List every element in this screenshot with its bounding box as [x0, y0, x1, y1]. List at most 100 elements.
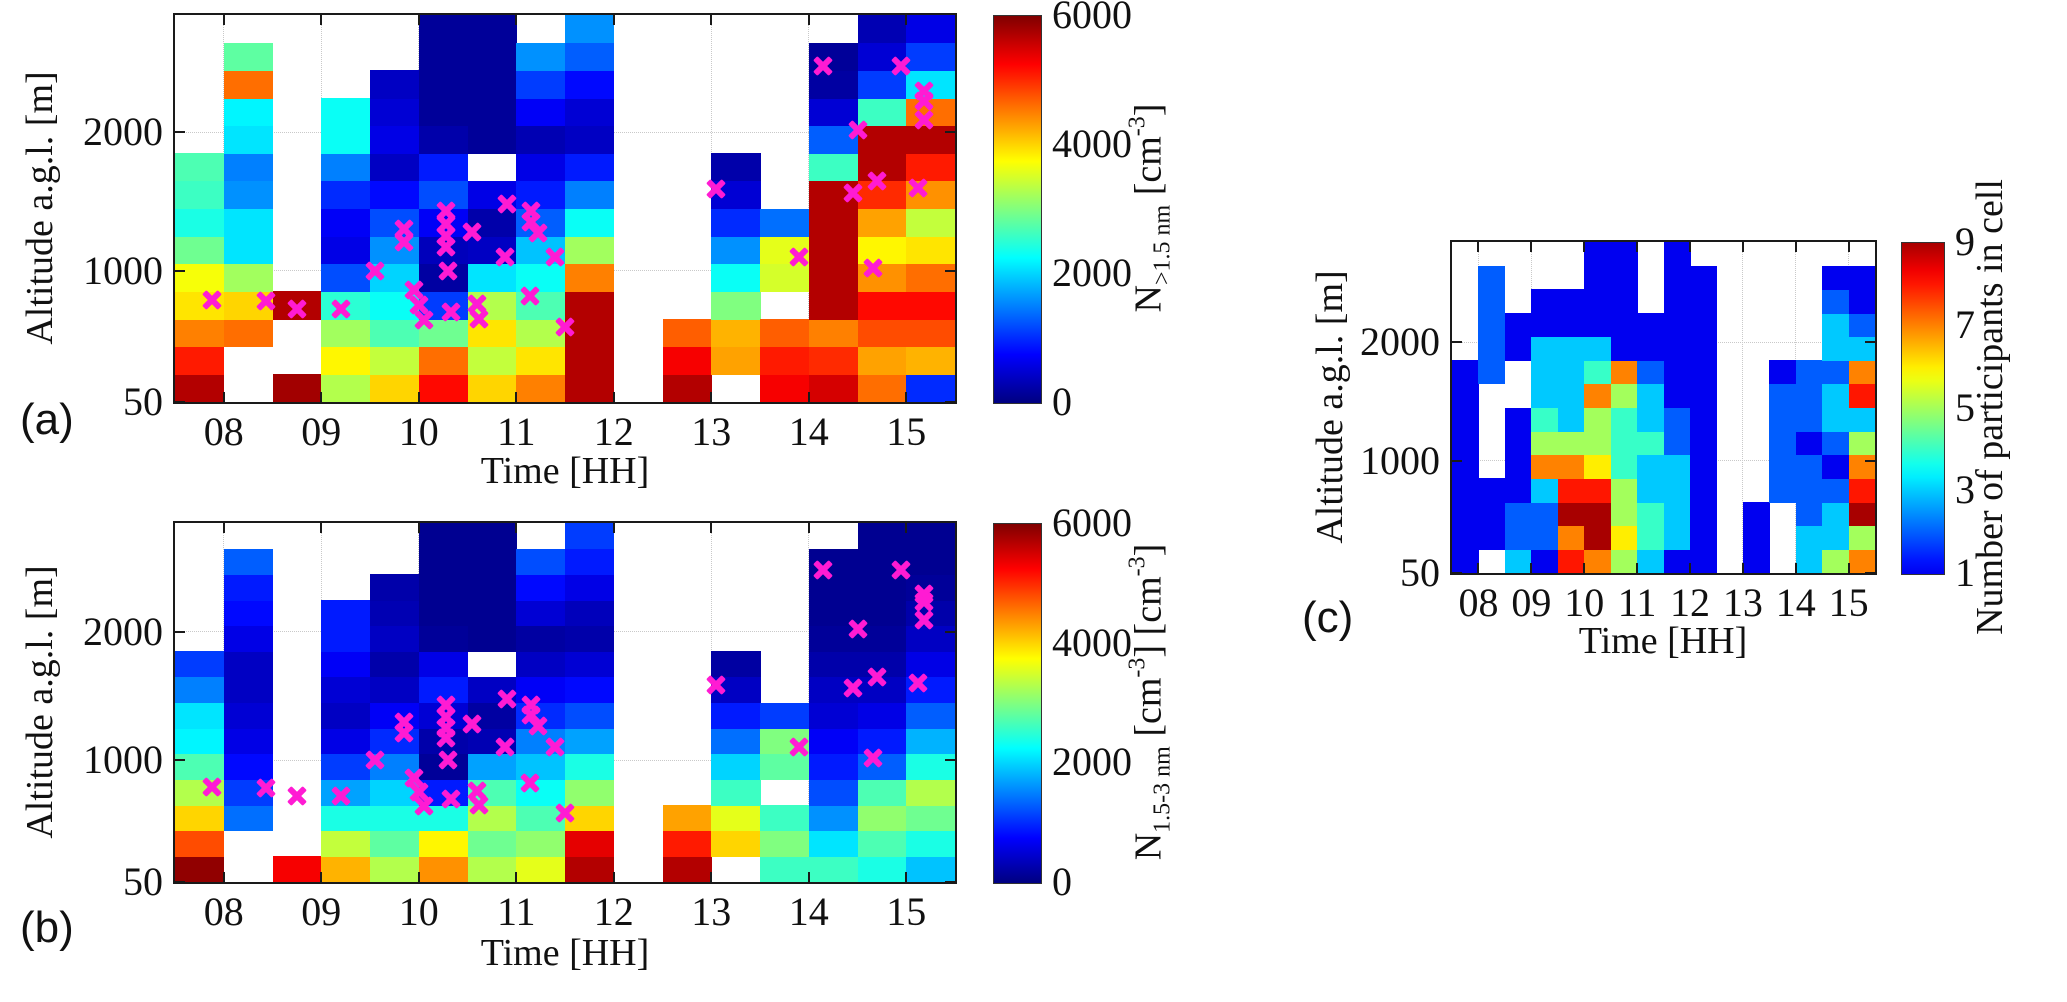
heatmap-cell [1584, 336, 1612, 361]
heatmap-cell [565, 753, 615, 781]
heatmap-cell [1689, 265, 1717, 290]
heatmap-cell [1531, 454, 1559, 480]
heatmap-cell [467, 599, 517, 627]
heatmap-cell [321, 374, 371, 403]
heatmap-cell [223, 651, 274, 678]
magenta-cross-marker [842, 677, 864, 699]
x-axis-tick [320, 523, 323, 533]
heatmap-cell [1795, 502, 1823, 527]
heatmap-cell [467, 263, 517, 293]
heatmap-cell [808, 702, 859, 729]
colorbar-label-segment: [cm [1127, 136, 1170, 205]
heatmap-cell [565, 346, 615, 375]
magenta-cross-marker [468, 794, 490, 816]
magenta-cross-marker [705, 178, 727, 200]
heatmap-cell [1531, 289, 1559, 314]
y-axis-tick [1452, 459, 1462, 462]
heatmap-cell [1637, 336, 1665, 361]
heatmap-cell [467, 15, 517, 44]
heatmap-cell [1452, 478, 1480, 503]
heatmap-cell [711, 319, 761, 348]
heatmap-cell [760, 208, 810, 237]
magenta-cross-marker [286, 785, 308, 807]
heatmap-cell [1610, 525, 1638, 550]
heatmap-cell [906, 374, 956, 403]
heatmap-cell [711, 753, 761, 781]
heatmap-cell [1822, 383, 1850, 409]
heatmap-cell [1822, 289, 1850, 314]
heatmap-cell [223, 574, 274, 601]
heatmap-cell [760, 702, 810, 729]
heatmap-cell [1637, 525, 1665, 550]
heatmap-cell [760, 805, 810, 832]
x-axis-tick [1688, 242, 1691, 252]
heatmap-cell [1504, 431, 1532, 456]
heatmap-cell [1822, 336, 1850, 361]
x-axis-tick [515, 392, 518, 402]
colorbar-label-segment: >1.5 nm [1149, 204, 1176, 285]
y-axis-tick [175, 269, 185, 272]
heatmap-cell [467, 523, 517, 550]
heatmap-cell [1822, 525, 1850, 550]
heatmap-cell [321, 856, 371, 883]
heatmap-cell [565, 728, 615, 755]
heatmap-cell [1531, 407, 1559, 432]
heatmap-cell [808, 374, 859, 403]
heatmap-cell [1584, 454, 1612, 480]
magenta-cross-marker [435, 236, 457, 258]
heatmap-cell [1637, 502, 1665, 527]
heatmap-cell [1610, 289, 1638, 314]
heatmap-cell [1610, 336, 1638, 361]
x-tick-label: 10 [398, 409, 439, 454]
heatmap-cell [321, 805, 371, 832]
x-tick-label: 08 [203, 889, 244, 934]
magenta-cross-marker [468, 308, 490, 330]
x-tick-label: 13 [691, 409, 732, 454]
heatmap-cell [906, 548, 956, 575]
heatmap-cell [1822, 360, 1850, 385]
heatmap-cell [418, 651, 469, 678]
colorbar-label-segment: -3 [1124, 116, 1151, 137]
magenta-cross-marker [862, 747, 884, 769]
heatmap-cell [1478, 478, 1506, 503]
heatmap-cell [1637, 478, 1665, 503]
heatmap-cell [760, 856, 810, 883]
heatmap-cell [857, 319, 907, 348]
heatmap-cell [808, 651, 859, 678]
magenta-cross-marker [519, 285, 541, 307]
y-axis-tick [175, 881, 185, 883]
y-tick-label: 2000 [83, 109, 163, 155]
magenta-cross-marker [364, 749, 386, 771]
x-axis-tick [320, 872, 323, 882]
heatmap-cell [223, 548, 274, 575]
heatmap-cell [516, 153, 566, 182]
heatmap-cell [1769, 454, 1797, 480]
heatmap-cell [516, 97, 566, 127]
heatmap-cell [1637, 407, 1665, 432]
heatmap-cell [1452, 383, 1480, 409]
y-axis-tick [945, 881, 955, 883]
heatmap-cell [467, 856, 517, 883]
x-tick-label: 12 [1669, 580, 1710, 625]
heatmap-cell [516, 346, 566, 375]
magenta-cross-marker [201, 289, 223, 311]
heatmap-cell [906, 346, 956, 375]
heatmap-cell [1610, 383, 1638, 409]
heatmap-cell [516, 625, 566, 652]
heatmap-cell [1795, 525, 1823, 550]
x-axis-tick [612, 15, 615, 25]
magenta-cross-marker [913, 109, 935, 131]
magenta-cross-marker [812, 55, 834, 77]
heatmap-cell [1795, 407, 1823, 432]
heatmap-cell [1795, 360, 1823, 385]
magenta-cross-marker [842, 182, 864, 204]
y-tick-label: 1000 [1360, 437, 1440, 483]
panel-c-xlabel: Time [HH] [1578, 620, 1748, 662]
heatmap-cell [418, 346, 469, 375]
magenta-cross-marker [286, 298, 308, 320]
magenta-cross-marker [201, 776, 223, 798]
heatmap-cell [223, 70, 274, 99]
x-axis-tick [807, 523, 810, 533]
heatmap-cell [1689, 454, 1717, 480]
heatmap-cell [1822, 407, 1850, 432]
